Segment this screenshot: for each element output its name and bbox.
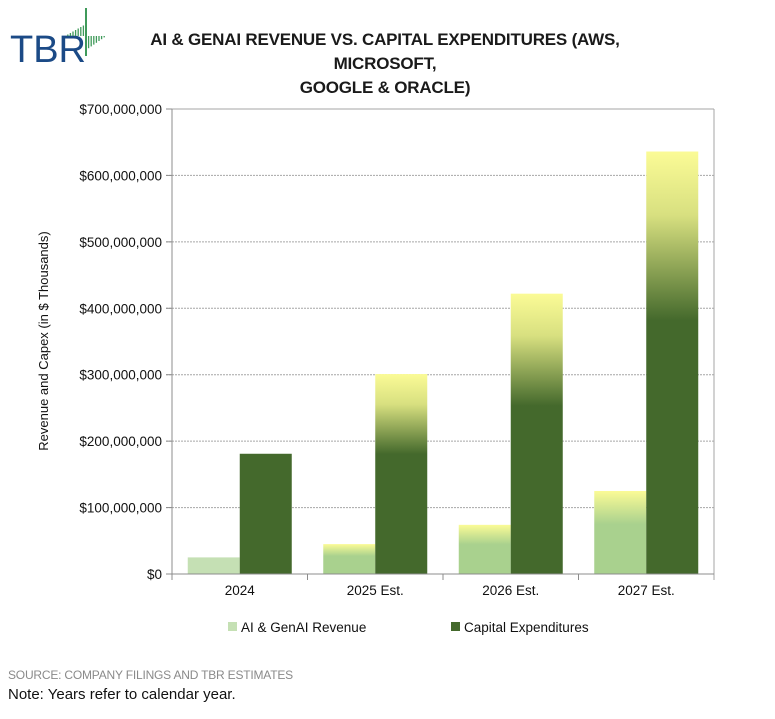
tbr-logo-graphic: TBR: [10, 8, 105, 71]
bars: [187, 151, 699, 574]
y-axis-label: Revenue and Capex (in $ Thousands): [36, 231, 51, 450]
y-tick-label: $500,000,000: [79, 235, 162, 250]
legend-swatch: [451, 622, 460, 631]
chart-title-line-2: GOOGLE & ORACLE): [299, 78, 471, 97]
axes: [166, 108, 715, 580]
y-tick-label: $600,000,000: [79, 168, 162, 183]
bar-revenue-2025: [323, 544, 376, 574]
legend-label: Capital Expenditures: [464, 620, 589, 635]
x-tick-label: 2025 Est.: [347, 583, 404, 598]
calendar-note: Note: Years refer to calendar year.: [8, 686, 236, 703]
legend-item-revenue: AI & GenAI Revenue: [228, 620, 366, 635]
y-tick-label: $300,000,000: [79, 368, 162, 383]
legend: AI & GenAI Revenue Capital Expenditures: [228, 620, 589, 635]
source-note: SOURCE: COMPANY FILINGS AND TBR ESTIMATE…: [8, 668, 293, 682]
y-tick-label: $100,000,000: [79, 501, 162, 516]
legend-swatch: [228, 622, 237, 631]
tbr-logo: TBR: [8, 6, 118, 71]
y-tick-label: $700,000,000: [79, 102, 162, 117]
bar-capex-2027: [646, 151, 699, 574]
bar-revenue-2027: [594, 490, 647, 574]
x-tick-label: 2024: [225, 583, 256, 598]
y-tick-labels: $0 $100,000,000 $200,000,000 $300,000,000 $4…: [79, 102, 162, 582]
x-tick-label: 2027 Est.: [618, 583, 675, 598]
bar-revenue-2024: [187, 557, 240, 574]
chart-title-line-1: AI & GENAI REVENUE VS. CAPITAL EXPENDITU…: [150, 30, 620, 73]
bar-capex-2025: [375, 374, 428, 574]
y-tick-label: $400,000,000: [79, 301, 162, 316]
x-tick-labels: 2024 2025 Est. 2026 Est. 2027 Est.: [225, 583, 675, 598]
bar-revenue-2026: [458, 524, 511, 574]
y-tick-label: $0: [147, 567, 162, 582]
chart-title: AI & GENAI REVENUE VS. CAPITAL EXPENDITU…: [125, 28, 645, 100]
logo-spark-icon: [67, 8, 105, 56]
legend-label: AI & GenAI Revenue: [241, 620, 366, 635]
bar-capex-2024: [239, 453, 292, 574]
x-tick-label: 2026 Est.: [482, 583, 539, 598]
y-tick-label: $200,000,000: [79, 434, 162, 449]
gridlines: [166, 108, 714, 509]
bar-capex-2026: [510, 293, 563, 574]
legend-item-capex: Capital Expenditures: [451, 620, 589, 635]
